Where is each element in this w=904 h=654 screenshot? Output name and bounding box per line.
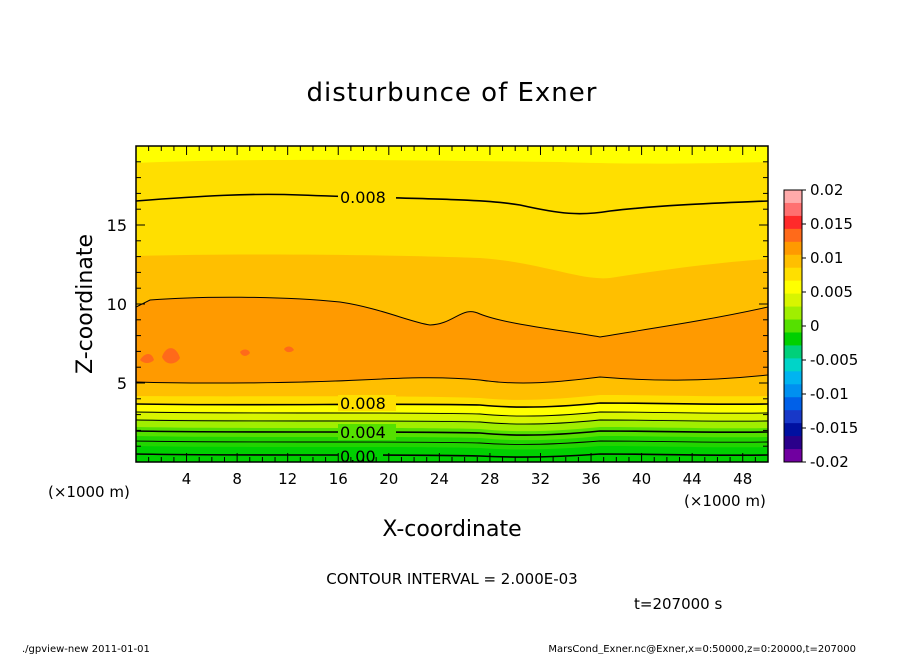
x-unit-right: (×1000 m) bbox=[684, 492, 766, 510]
colorbar bbox=[784, 190, 802, 463]
x-tick-label: 12 bbox=[278, 470, 297, 488]
colorbar-tick-label: -0.02 bbox=[810, 453, 849, 471]
colorbar-tick-label: 0.02 bbox=[810, 181, 843, 199]
contour-line-low-1 bbox=[136, 402, 768, 408]
colorbar-swatch bbox=[784, 371, 802, 385]
contour-line-low-6 bbox=[136, 453, 768, 458]
band-bottom-green bbox=[136, 446, 768, 462]
x-tick-label: 16 bbox=[329, 470, 348, 488]
contour-label-mid: 0.008 bbox=[340, 394, 386, 413]
x-tick-label: 20 bbox=[379, 470, 398, 488]
colorbar-tick-label: 0.01 bbox=[810, 249, 843, 267]
x-tick-label: 28 bbox=[480, 470, 499, 488]
colorbar-swatch bbox=[784, 332, 802, 346]
colorbar-swatch bbox=[784, 345, 802, 359]
contour-line-low-3 bbox=[136, 419, 768, 425]
colorbar-swatch bbox=[784, 436, 802, 450]
contour-line-core-bottom bbox=[136, 374, 768, 384]
contour-labels: 0.008 0.008 0.004 0.00 bbox=[338, 188, 396, 466]
chart-title: disturbunce of Exner bbox=[307, 78, 598, 108]
x-tick-label: 44 bbox=[683, 470, 702, 488]
colorbar-tick-label: 0.005 bbox=[810, 283, 853, 301]
y-tick-label: 10 bbox=[107, 295, 127, 314]
contour-label-low: 0.004 bbox=[340, 423, 386, 442]
colorbar-swatch bbox=[784, 397, 802, 411]
contour-line-upper bbox=[136, 193, 768, 215]
colorbar-swatch bbox=[784, 190, 802, 204]
y-axis-label: Z-coordinate bbox=[73, 234, 98, 374]
contour-line-low-2 bbox=[136, 411, 768, 417]
x-tick-label: 8 bbox=[232, 470, 242, 488]
band-core-orange bbox=[136, 297, 768, 384]
colorbar-swatch bbox=[784, 254, 802, 269]
colorbar-swatch bbox=[784, 280, 802, 295]
colorbar-swatch bbox=[784, 293, 802, 308]
contour-lines bbox=[136, 193, 768, 458]
colorbar-tick-label: 0 bbox=[810, 317, 820, 335]
footer-right: MarsCond_Exner.nc@Exner,x=0:50000,z=0:20… bbox=[548, 644, 856, 654]
band-warm-spots bbox=[140, 346, 294, 364]
x-axis-label: X-coordinate bbox=[382, 517, 521, 542]
contour-label-upper: 0.008 bbox=[340, 188, 386, 207]
x-tick-label: 36 bbox=[581, 470, 600, 488]
colorbar-swatch bbox=[784, 384, 802, 398]
x-tick-label: 4 bbox=[182, 470, 192, 488]
colorbar-swatch bbox=[784, 228, 802, 243]
time-label: t=207000 s bbox=[634, 595, 722, 613]
colorbar-swatch bbox=[784, 358, 802, 372]
contour-interval: CONTOUR INTERVAL = 2.000E-03 bbox=[326, 570, 577, 588]
y-tick-label: 15 bbox=[107, 216, 127, 235]
y-tick-label: 5 bbox=[117, 374, 127, 393]
colorbar-tick-label: -0.01 bbox=[810, 385, 849, 403]
colorbar-swatch bbox=[784, 267, 802, 282]
x-tick-label: 24 bbox=[430, 470, 449, 488]
colorbar-tick-label: -0.015 bbox=[810, 419, 858, 437]
colorbar-swatch bbox=[784, 410, 802, 424]
colorbar-swatch bbox=[784, 319, 802, 333]
colorbar-swatch bbox=[784, 241, 802, 256]
x-tick-label: 40 bbox=[632, 470, 651, 488]
contour-label-bottom: 0.00 bbox=[340, 447, 376, 466]
colorbar-swatch bbox=[784, 423, 802, 437]
contour-line-core-top bbox=[136, 296, 768, 338]
colorbar-swatch bbox=[784, 215, 802, 230]
x-tick-label: 32 bbox=[531, 470, 550, 488]
plot-area: 0.008 0.008 0.004 0.00 bbox=[136, 146, 768, 466]
colorbar-tick-label: -0.005 bbox=[810, 351, 858, 369]
colorbar-ticks: 0.02 0.015 0.01 0.005 0 -0.005 -0.01 -0.015 -0.0… bbox=[802, 181, 858, 471]
x-unit-left: (×1000 m) bbox=[48, 483, 130, 501]
x-tick-label: 48 bbox=[733, 470, 752, 488]
colorbar-swatch bbox=[784, 202, 802, 217]
y-axis: 5 10 15 bbox=[107, 161, 768, 447]
x-axis: 4 8 12 16 20 24 28 32 36 40 44 48 bbox=[148, 146, 756, 488]
colorbar-swatch bbox=[784, 306, 802, 321]
colorbar-swatch bbox=[784, 449, 802, 463]
contour-line-low-5 bbox=[136, 440, 768, 445]
footer-left: ./gpview-new 2011-01-01 bbox=[22, 644, 150, 654]
colorbar-tick-label: 0.015 bbox=[810, 215, 853, 233]
contour-line-low-4 bbox=[136, 430, 768, 436]
